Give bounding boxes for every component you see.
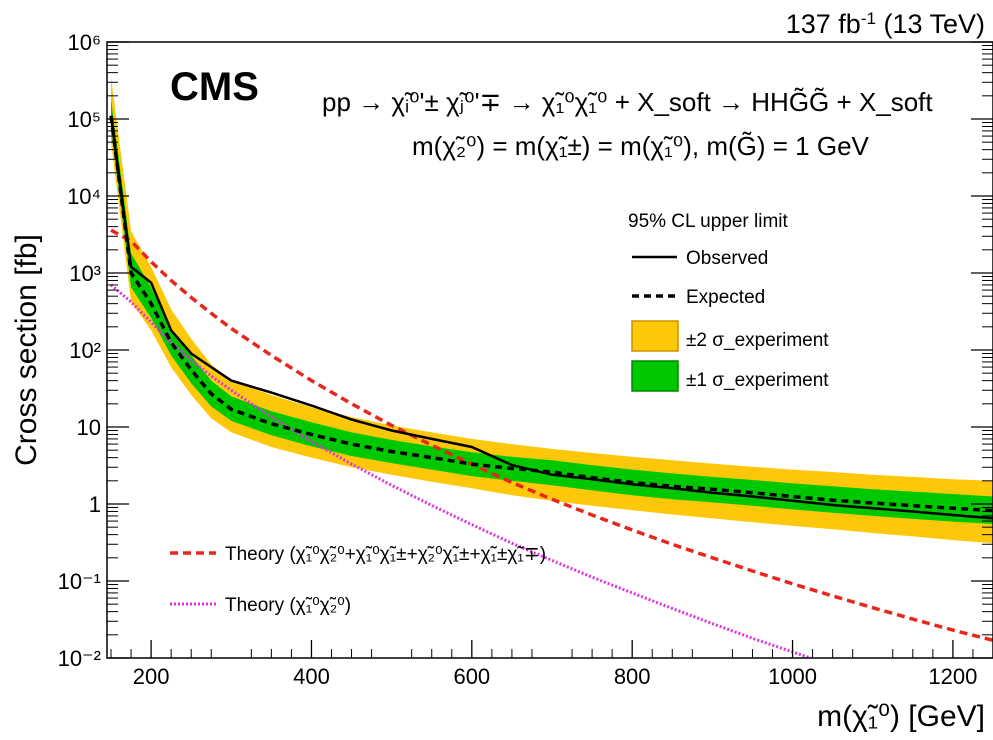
process-label: pp → χ̃ᵢ⁰'± χ̃ⱼ⁰'∓ → χ̃₁⁰χ̃₁⁰ + X_soft →… (322, 87, 933, 117)
legend-expected-label: Expected (686, 287, 765, 308)
legend-observed-label: Observed (686, 248, 768, 269)
y-tick-label: 10⁻¹ (58, 569, 101, 594)
observed-limit-line (109, 115, 993, 520)
x-tick-label: 1000 (768, 664, 817, 689)
legend-1sigma-label: ±1 σ_experiment (686, 370, 829, 391)
experiment-label: CMS (170, 65, 259, 109)
mass-label: m(χ̃₂⁰) = m(χ̃₁±) = m(χ̃₁⁰), m(G̃) = 1 G… (412, 131, 870, 161)
band-1sigma (111, 99, 993, 525)
band-2sigma (111, 77, 993, 544)
luminosity-label: 137 fb-1 (13 TeV) (786, 9, 985, 40)
axis-ticks: 200 400 600 800 1000 1200 10⁻² 10⁻¹ 1 10 10² 10³ 10⁴… (58, 30, 993, 689)
legend-1sigma-swatch (631, 360, 679, 392)
y-tick-label: 10 (77, 415, 101, 440)
legend-theory-n1n2-label: Theory (χ̃₁⁰χ̃₂⁰) (225, 595, 351, 616)
x-tick-label: 200 (133, 664, 170, 689)
legend-theory-total-label: Theory (χ̃₁⁰χ̃₂⁰+χ̃₁⁰χ̃₁±+χ̃₂⁰χ̃₁±+χ̃₁±χ… (225, 544, 546, 565)
y-tick-label: 10⁻² (58, 646, 101, 671)
y-tick-label: 10² (69, 338, 101, 363)
legend-2sigma-swatch (631, 320, 679, 352)
x-tick-label: 400 (293, 664, 330, 689)
legend: 95% CL upper limit Observed Expected ±2 … (170, 211, 829, 616)
expected-limit-line (109, 115, 993, 513)
x-tick-label: 1200 (928, 664, 977, 689)
x-axis-title: m(χ̃₁⁰) [GeV] (817, 700, 985, 733)
legend-2sigma-label: ±2 σ_experiment (686, 330, 829, 351)
y-tick-label: 10⁶ (67, 30, 101, 55)
y-axis-title: Cross section [fb] (10, 234, 43, 466)
legend-title: 95% CL upper limit (628, 211, 789, 232)
y-tick-label: 10⁴ (67, 184, 101, 209)
x-tick-label: 600 (453, 664, 490, 689)
limit-curves (109, 115, 993, 658)
y-tick-label: 10⁵ (67, 107, 101, 132)
theory-total-line (110, 228, 993, 642)
y-tick-label: 1 (89, 492, 101, 517)
x-tick-label: 800 (614, 664, 651, 689)
y-tick-label: 10³ (69, 261, 101, 286)
uncertainty-bands (111, 77, 993, 544)
